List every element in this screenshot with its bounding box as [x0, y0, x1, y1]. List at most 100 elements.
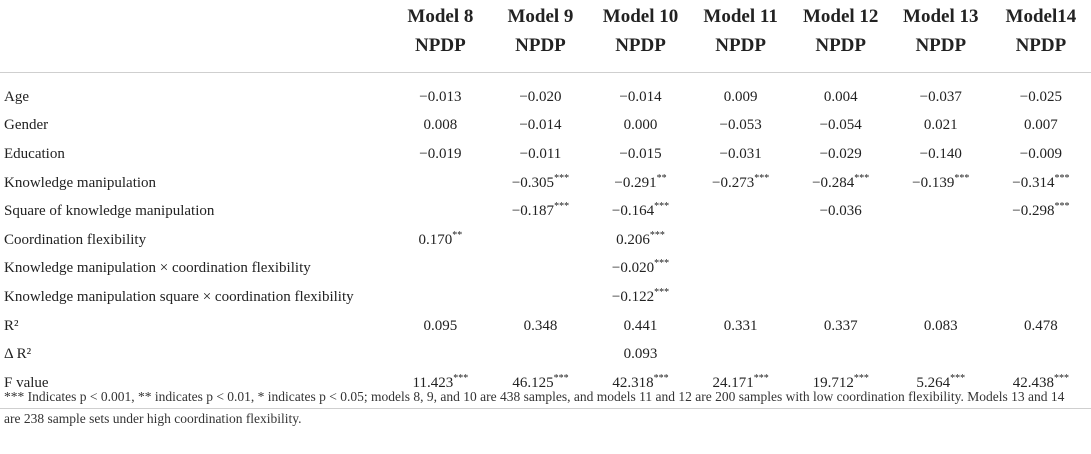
row-label: Δ R² — [4, 346, 32, 363]
table-row: Knowledge manipulation −0.305*** −0.291** −… — [0, 169, 1091, 198]
dv-header: NPDP — [790, 31, 891, 73]
model-header: Model 11 — [703, 6, 778, 27]
row-label: F value — [0, 368, 391, 409]
table-row: Coordination flexibility 0.170** 0.206*** — [0, 226, 1091, 255]
header-blank — [0, 31, 391, 73]
cell-value — [390, 169, 490, 198]
cell-value: −0.037 — [919, 88, 962, 105]
cell-value: 0.000 — [623, 117, 658, 134]
row-label: Knowledge manipulation square × coordina… — [4, 288, 354, 305]
cell-value: −0.122*** — [611, 286, 670, 305]
table-row: Education −0.019 −0.011 −0.015 −0.031 −0.029 −… — [0, 140, 1091, 169]
model-header: Model14 — [1005, 6, 1077, 27]
cell-value: 11.423*** — [390, 368, 491, 409]
cell-value — [991, 283, 1091, 312]
table-row: R² 0.095 0.348 0.441 0.331 0.337 0.083 0.478 — [0, 312, 1091, 341]
cell-value — [490, 226, 590, 255]
cell-value — [490, 340, 590, 369]
header-blank — [0, 0, 390, 31]
cell-value: 46.125*** — [490, 368, 591, 409]
cell-value — [891, 340, 991, 369]
dv-header: NPDP — [690, 31, 791, 73]
cell-value: −0.284*** — [812, 172, 870, 191]
dv-header: NPDP — [890, 31, 991, 73]
cell-value: −0.020*** — [611, 258, 670, 277]
cell-value — [791, 340, 891, 369]
row-label: Knowledge manipulation × coordination fl… — [4, 260, 311, 277]
cell-value — [891, 283, 991, 312]
cell-value: 0.095 — [423, 317, 458, 334]
cell-value: −0.029 — [819, 145, 862, 162]
cell-value: −0.019 — [419, 145, 462, 162]
table-row: Knowledge manipulation square × coordina… — [0, 283, 1091, 312]
cell-value: −0.013 — [419, 88, 462, 105]
cell-value: −0.139*** — [912, 172, 970, 191]
cell-value: 0.337 — [823, 317, 858, 334]
model-header: Model 12 — [802, 6, 879, 27]
cell-value: −0.140 — [919, 145, 962, 162]
cell-value: −0.031 — [719, 145, 762, 162]
cell-value: 0.083 — [923, 317, 958, 334]
cell-value: −0.036 — [819, 203, 862, 220]
cell-value: 19.712*** — [790, 368, 891, 409]
cell-value — [791, 283, 891, 312]
row-label: Education — [4, 145, 65, 162]
cell-value: 42.318*** — [590, 368, 691, 409]
cell-value — [691, 255, 791, 284]
cell-value: 0.170** — [418, 229, 463, 248]
model-header: Model 10 — [602, 6, 679, 27]
cell-value: 0.348 — [523, 317, 558, 334]
cell-value: 0.093 — [623, 346, 658, 363]
table-row: F value 11.423*** 46.125*** 42.318*** 24.171… — [0, 368, 1091, 409]
cell-value: −0.053 — [719, 117, 762, 134]
cell-value — [691, 283, 791, 312]
cell-value: 0.478 — [1024, 317, 1058, 334]
cell-value — [490, 255, 590, 284]
cell-value: −0.020 — [519, 88, 562, 105]
table-footnote: *** Indicates p < 0.001, ** indicates p … — [4, 389, 1065, 426]
cell-value: 0.331 — [723, 317, 758, 334]
model-header: Model 8 — [407, 6, 474, 27]
cell-value: 0.007 — [1024, 117, 1058, 134]
dv-header: NPDP — [490, 31, 591, 73]
cell-value — [490, 283, 590, 312]
cell-value: −0.164*** — [611, 201, 670, 220]
regression-table-container: Model 8 Model 9 Model 10 Model 11 Model … — [0, 0, 1091, 409]
cell-value: −0.054 — [819, 117, 862, 134]
cell-value — [691, 226, 791, 255]
row-label: R² — [4, 317, 19, 334]
cell-value: −0.314*** — [1012, 172, 1070, 191]
row-label: Coordination flexibility — [4, 231, 147, 248]
cell-value — [390, 340, 490, 369]
cell-value: −0.014 — [619, 88, 662, 105]
cell-value — [791, 226, 891, 255]
dependent-variable-row: NPDP NPDP NPDP NPDP NPDP NPDP NPDP — [0, 31, 1091, 73]
table-row: Knowledge manipulation × coordination fl… — [0, 255, 1091, 284]
table-row: Age −0.013 −0.020 −0.014 0.009 0.004 −0.037 −0.… — [0, 73, 1091, 112]
row-label: Gender — [4, 117, 49, 134]
row-label: Square of knowledge manipulation — [4, 203, 215, 220]
dv-header: NPDP — [590, 31, 691, 73]
cell-value: −0.273*** — [712, 172, 770, 191]
cell-value — [891, 255, 991, 284]
cell-value — [691, 197, 791, 226]
model-header: Model 9 — [507, 6, 574, 27]
cell-value: 0.441 — [623, 317, 658, 334]
cell-value — [691, 340, 791, 369]
cell-value: 0.206*** — [616, 229, 665, 248]
cell-value: −0.009 — [1019, 145, 1063, 162]
table-row: Δ R² 0.093 — [0, 340, 1091, 369]
cell-value: −0.011 — [519, 145, 562, 162]
cell-value — [991, 340, 1091, 369]
cell-value: 5.264*** — [890, 368, 991, 409]
cell-value: 0.009 — [723, 88, 758, 105]
table-header: Model 8 Model 9 Model 10 Model 11 Model … — [0, 0, 1091, 73]
cell-value: 0.004 — [823, 88, 858, 105]
dv-header: NPDP — [390, 31, 491, 73]
cell-value: 0.021 — [923, 117, 958, 134]
cell-value: 24.171*** — [690, 368, 791, 409]
cell-value: −0.291** — [614, 172, 667, 191]
cell-value — [390, 283, 490, 312]
cell-value — [991, 226, 1091, 255]
cell-value — [891, 226, 991, 255]
